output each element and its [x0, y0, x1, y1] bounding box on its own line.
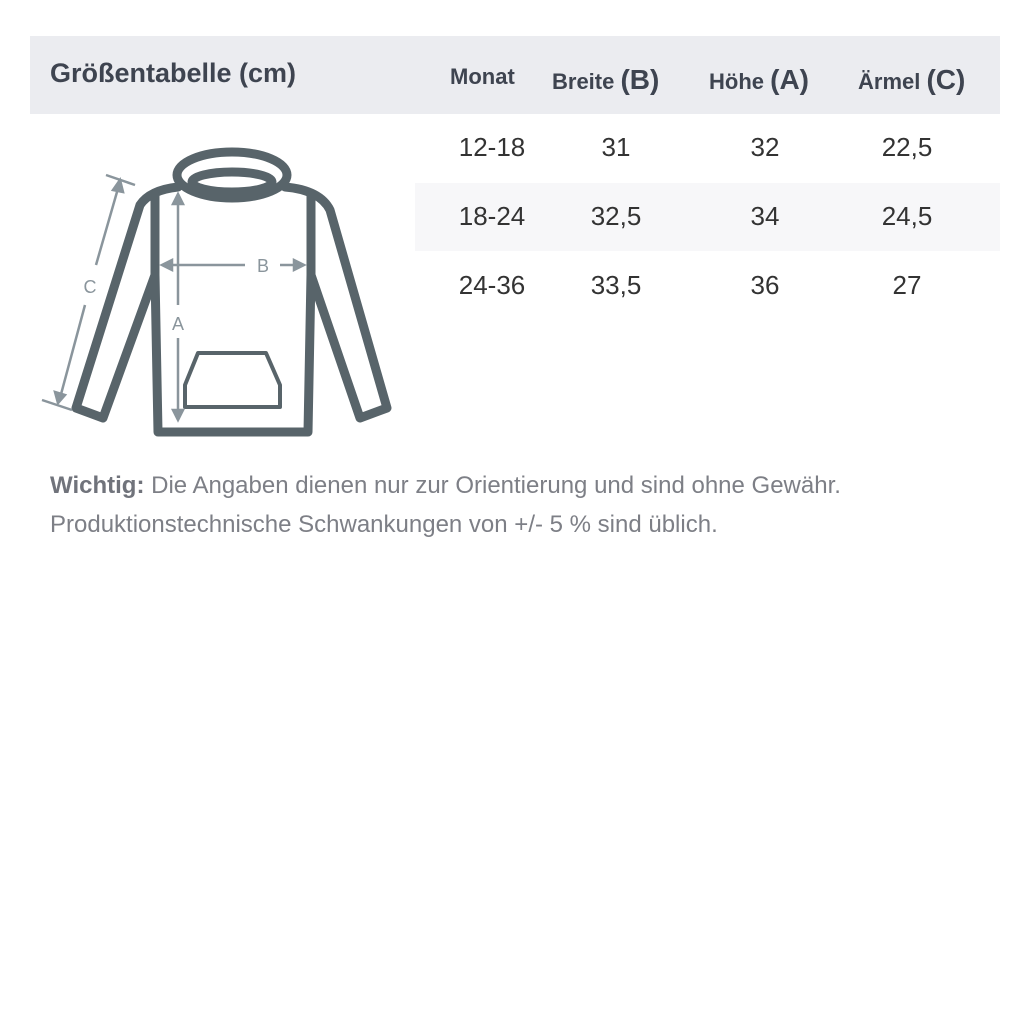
- note-text: Die Angaben dienen nur zur Orientierung …: [144, 472, 841, 499]
- cell-sleeve: 22,5: [881, 132, 933, 162]
- column-header-height: Höhe (A): [709, 64, 809, 96]
- cell-month: 18-24: [458, 201, 526, 231]
- cell-sleeve: 24,5: [881, 201, 933, 231]
- cell-month: 24-36: [458, 270, 526, 300]
- cell-sleeve: 27: [892, 270, 922, 300]
- column-header-sleeve: Ärmel (C): [858, 64, 965, 96]
- cell-height: 32: [750, 132, 780, 162]
- column-letter: (B): [620, 64, 660, 95]
- cell-height: 36: [750, 270, 780, 300]
- column-label: Ärmel: [858, 69, 927, 94]
- cell-width: 33,5: [590, 270, 642, 300]
- column-letter: (A): [770, 64, 809, 95]
- table-row: 24-36 33,5 36 27: [415, 252, 1000, 320]
- column-letter: (C): [926, 64, 966, 95]
- label-c: C: [84, 277, 97, 297]
- hoodie-diagram: A B C: [41, 147, 392, 437]
- table-header: Größentabelle (cm) Monat Breite (B) Höhe…: [30, 36, 1000, 114]
- table-row: 18-24 32,5 34 24,5: [415, 183, 1000, 251]
- column-label: Breite: [552, 69, 621, 94]
- label-b: B: [257, 256, 269, 276]
- page-title: Größentabelle (cm): [50, 58, 297, 88]
- measurement-arrows: [41, 173, 307, 423]
- cell-month: 12-18: [458, 132, 526, 162]
- column-header-month: Monat: [450, 64, 515, 90]
- cell-width: 32,5: [590, 201, 642, 231]
- hoodie-icon: [71, 147, 392, 437]
- table-row: 12-18 31 32 22,5: [415, 114, 1000, 182]
- column-label: Höhe: [709, 69, 771, 94]
- cell-width: 31: [601, 132, 631, 162]
- label-a: A: [172, 314, 184, 334]
- disclaimer-note: Wichtig: Die Angaben dienen nur zur Orie…: [50, 466, 841, 544]
- column-label: Monat: [450, 64, 515, 89]
- note-label: Wichtig:: [50, 472, 145, 499]
- column-header-width: Breite (B): [552, 64, 659, 96]
- note-text-line2: Produktionstechnische Schwankungen von +…: [50, 511, 718, 538]
- cell-height: 34: [750, 201, 780, 231]
